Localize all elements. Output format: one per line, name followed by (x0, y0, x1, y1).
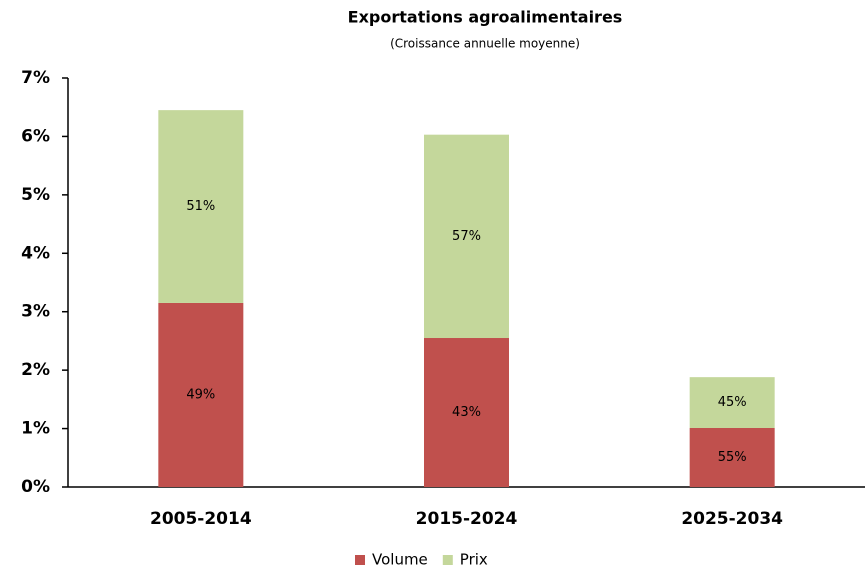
y-tick-label: 0% (21, 477, 50, 497)
legend-swatch (355, 555, 365, 565)
y-tick-label: 3% (21, 302, 50, 322)
bar-segment (689, 377, 775, 428)
y-tick-label: 2% (21, 360, 50, 380)
segment-label: 45% (718, 395, 747, 410)
segment-label: 57% (452, 229, 481, 244)
bar-segment (424, 338, 509, 487)
x-tick-label: 2015-2024 (416, 509, 518, 529)
legend-label: Prix (460, 551, 488, 569)
y-tick-label: 4% (21, 243, 50, 263)
chart-title: Exportations agroalimentaires (348, 8, 623, 27)
legend-swatch (442, 555, 453, 565)
segment-label: 51% (186, 199, 215, 214)
x-tick-label: 2025-2034 (681, 509, 783, 529)
x-tick-label: 2005-2014 (150, 509, 252, 529)
segment-label: 55% (718, 450, 747, 465)
bar-segment (158, 110, 244, 303)
chart-subtitle: (Croissance annuelle moyenne) (390, 37, 580, 51)
y-tick-label: 1% (21, 419, 50, 439)
y-tick-label: 6% (21, 126, 50, 146)
bar-segment (424, 134, 509, 339)
y-tick-label: 5% (21, 185, 50, 205)
bar-segment (689, 427, 775, 487)
y-tick-label: 7% (21, 68, 50, 88)
bar-segment (158, 302, 244, 487)
segment-label: 43% (452, 405, 481, 420)
legend-label: Volume (372, 551, 428, 569)
segment-label: 49% (186, 387, 215, 402)
